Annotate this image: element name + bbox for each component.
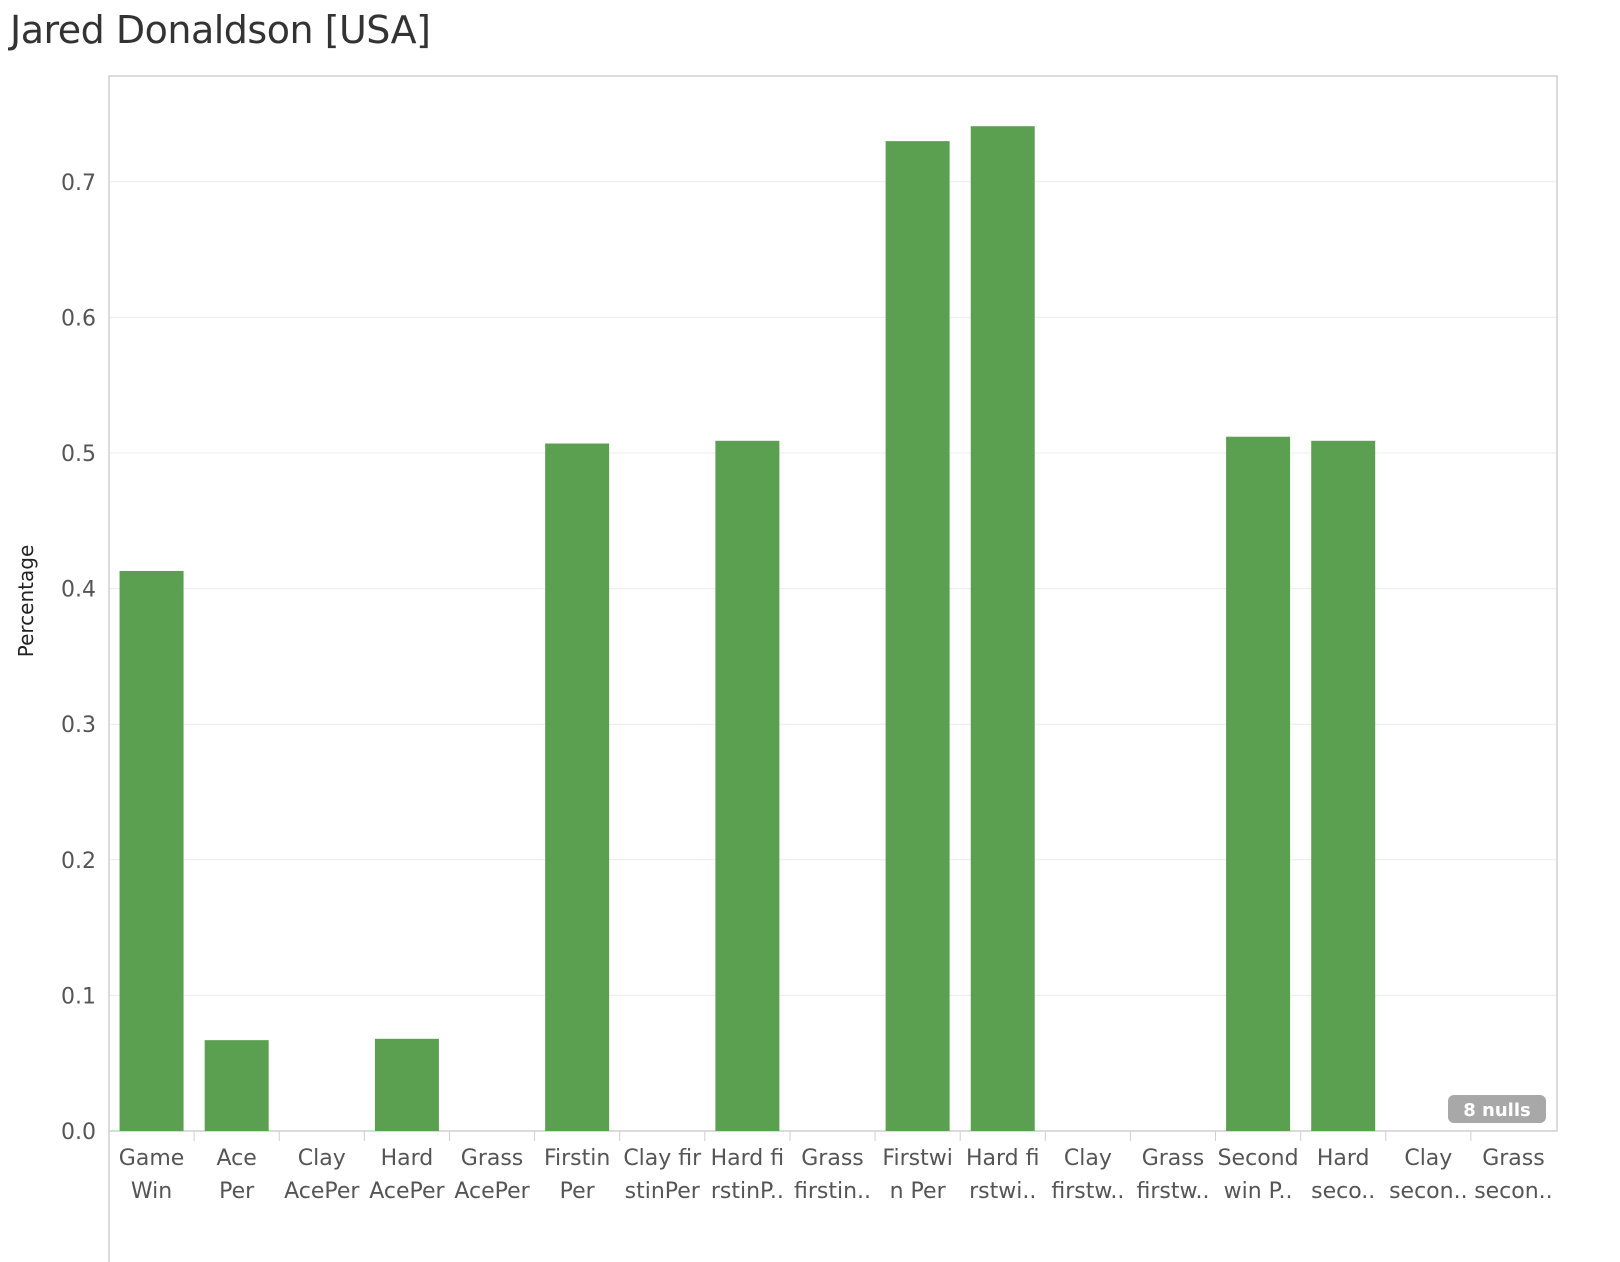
bar[interactable]: [1311, 440, 1376, 1131]
y-axis-ticks: 0.0 0.1 0.2 0.3 0.4 0.5 0.6 0.7: [61, 171, 96, 1145]
x-tick-label: Clay fir: [623, 1146, 702, 1171]
x-tick-label: secon..: [1389, 1179, 1467, 1204]
y-axis-label: Percentage: [14, 545, 38, 658]
plot-frame: [108, 75, 1558, 1262]
x-tick-label: Game: [119, 1146, 185, 1171]
x-tick-label: n Per: [890, 1179, 947, 1204]
bar[interactable]: [545, 443, 610, 1131]
y-tick-label: 0.1: [61, 984, 96, 1009]
x-tick-label: Clay: [1064, 1146, 1112, 1171]
y-tick-label: 0.6: [61, 306, 96, 331]
bar[interactable]: [715, 440, 780, 1131]
gridlines: [109, 181, 1557, 996]
x-tick-label: firstin..: [794, 1179, 871, 1204]
null-count-badge-bg: [1448, 1095, 1546, 1123]
plot-border: [108, 75, 1558, 1132]
x-tick-label: Win: [131, 1179, 172, 1204]
x-tick-label: Grass: [801, 1146, 864, 1171]
x-tick-label: Per: [560, 1179, 596, 1204]
x-tick-label: Ace: [217, 1146, 257, 1171]
x-tick-label: firstw..: [1051, 1179, 1124, 1204]
x-tick-label: AcePer: [454, 1179, 530, 1204]
x-tick-label: win P..: [1224, 1179, 1293, 1204]
bar[interactable]: [885, 141, 950, 1131]
x-tick-label: Per: [219, 1179, 255, 1204]
x-tick-label: Hard fi: [711, 1146, 785, 1171]
bar[interactable]: [119, 570, 184, 1131]
x-tick-label: Hard: [1317, 1146, 1370, 1171]
y-tick-label: 0.0: [61, 1120, 96, 1145]
x-tick-label: stinPer: [625, 1179, 701, 1204]
null-count-text: 8 nulls: [1463, 1100, 1530, 1121]
y-tick-label: 0.3: [61, 713, 96, 738]
x-tick-label: Hard: [381, 1146, 434, 1171]
x-axis-ticks: GameWinAcePerClayAcePerHardAcePerGrassAc…: [119, 1146, 1553, 1204]
bar[interactable]: [970, 126, 1035, 1132]
bars: [119, 126, 1376, 1132]
x-tick-label: rstwi..: [969, 1179, 1036, 1204]
x-tick-label: Grass: [461, 1146, 524, 1171]
x-tick-label: firstw..: [1136, 1179, 1209, 1204]
bar[interactable]: [1226, 436, 1291, 1131]
x-tick-label: rstinP..: [711, 1179, 784, 1204]
x-tick-label: Clay: [298, 1146, 346, 1171]
y-tick-label: 0.5: [61, 442, 96, 467]
x-tick-label: Grass: [1482, 1146, 1545, 1171]
x-tick-label: secon..: [1474, 1179, 1552, 1204]
y-tick-label: 0.4: [61, 578, 96, 603]
null-count-badge[interactable]: 8 nulls: [1448, 1095, 1546, 1123]
bar[interactable]: [374, 1038, 439, 1131]
x-tick-label: Firstwi: [882, 1146, 952, 1171]
y-tick-label: 0.7: [61, 171, 96, 196]
x-tick-label: seco..: [1311, 1179, 1375, 1204]
x-tick-label: AcePer: [284, 1179, 360, 1204]
y-tick-label: 0.2: [61, 849, 96, 874]
x-tick-label: Hard fi: [966, 1146, 1040, 1171]
x-tick-label: AcePer: [369, 1179, 445, 1204]
bar[interactable]: [204, 1040, 269, 1131]
chart-title: Jared Donaldson [USA]: [10, 8, 431, 52]
x-tick-label: Grass: [1142, 1146, 1205, 1171]
x-tick-label: Second: [1218, 1146, 1299, 1171]
x-tick-label: Firstin: [544, 1146, 610, 1171]
x-tick-label: Clay: [1404, 1146, 1452, 1171]
